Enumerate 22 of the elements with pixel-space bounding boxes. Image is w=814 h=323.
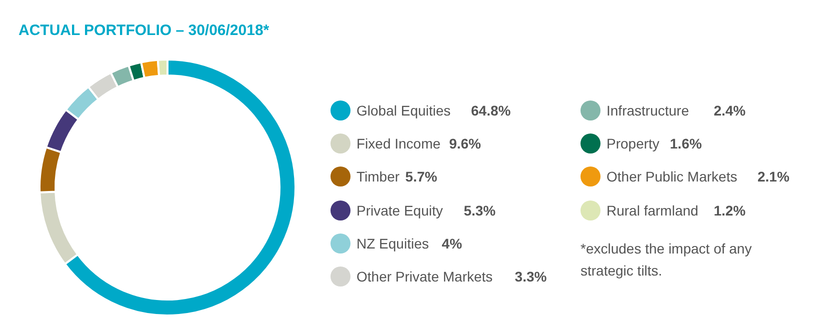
data-label: 1.2% [714,202,746,218]
legend-label: NZ Equities [356,236,429,252]
data-label: 2.4% [714,102,746,118]
data-label: 9.6% [449,136,482,152]
data-label: 64.8% [471,102,512,118]
legend-label: Global Equities [356,102,451,118]
text: *excludes the impact of any strategic tilts. [580,240,752,278]
legend-label: Property [606,136,660,152]
data-label: 1.6% [670,136,702,152]
legend-label: Fixed Income [356,136,441,152]
data-label: 5.3% [464,202,496,218]
legend-label: Rural farmland [606,202,698,218]
data-label: 5.7% [405,168,438,184]
legend-label: Timber [356,168,400,184]
data-label: 3.3% [514,268,548,284]
data-label: 2.1% [758,168,790,184]
legend-label: Other Public Markets [606,168,738,184]
data-label: 4% [442,236,463,252]
chart-title: ACTUAL PORTFOLIO – 30/06/2018* [18,22,270,39]
legend-label: Private Equity [356,202,443,218]
legend-label: Infrastructure [606,102,690,118]
legend-label: Other Private Markets [356,268,493,284]
